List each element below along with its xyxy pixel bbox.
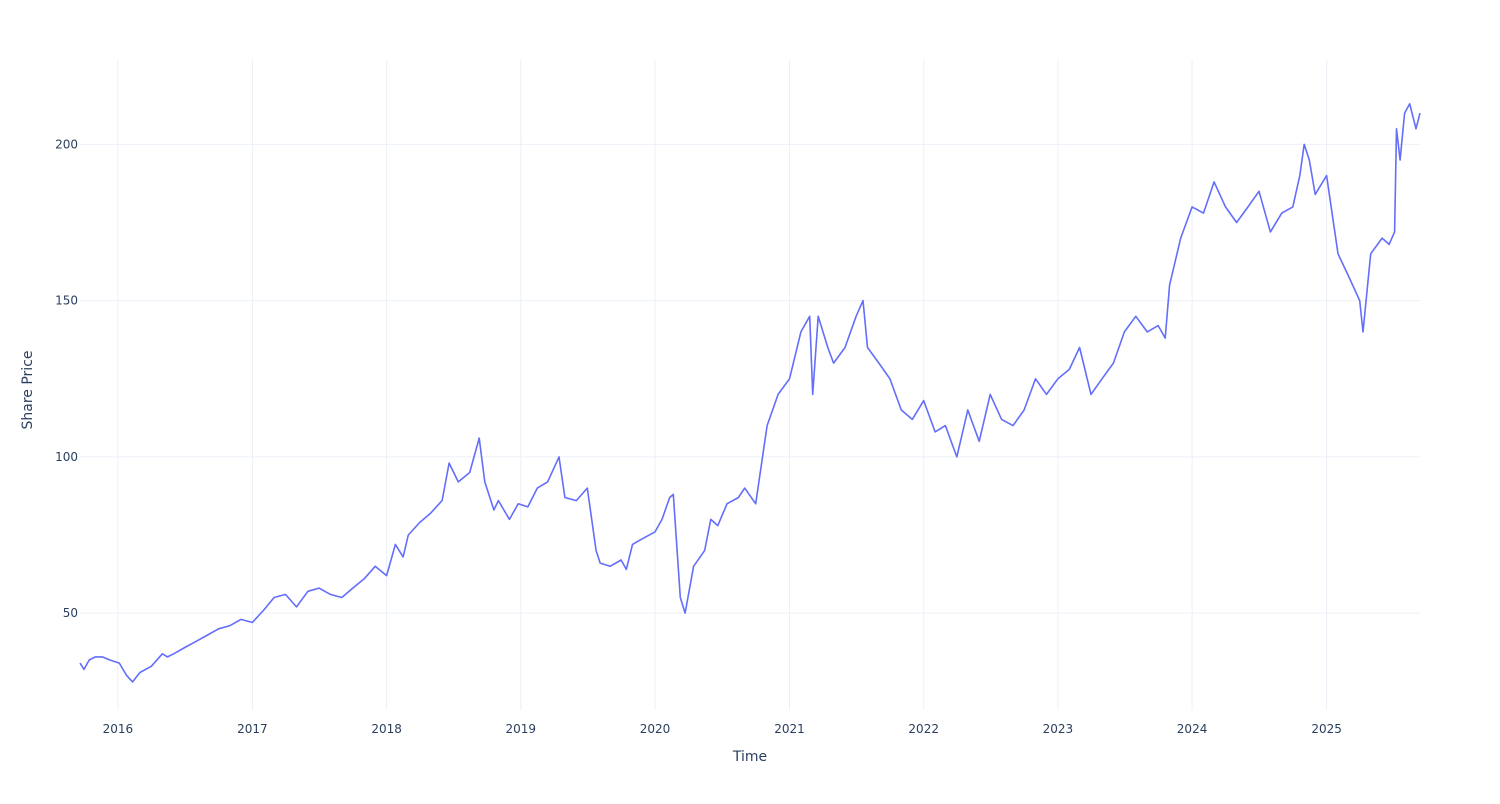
x-tick-label: 2019 [506,722,537,736]
x-tick-label: 2020 [640,722,671,736]
tick-layer: 50 100 150 200 2016 2017 2018 2019 2020 2021 2022 2… [55,137,1342,736]
x-tick-label: 2022 [908,722,939,736]
x-tick-label: 2025 [1311,722,1342,736]
x-tick-label: 2024 [1177,722,1208,736]
x-tick-label: 2017 [237,722,268,736]
x-axis-title: Time [732,749,767,765]
x-tick-label: 2018 [371,722,402,736]
share-price-line [79,103,1421,683]
grid-layer [80,60,1420,710]
x-tick-label: 2023 [1043,722,1074,736]
y-tick-label: 100 [55,450,78,464]
y-tick-label: 200 [55,137,78,151]
series-layer [79,103,1421,683]
y-tick-label: 150 [55,294,78,308]
x-tick-label: 2021 [774,722,805,736]
y-axis-title: Share Price [20,350,36,429]
x-tick-label: 2016 [103,722,134,736]
y-tick-label: 50 [63,606,78,620]
